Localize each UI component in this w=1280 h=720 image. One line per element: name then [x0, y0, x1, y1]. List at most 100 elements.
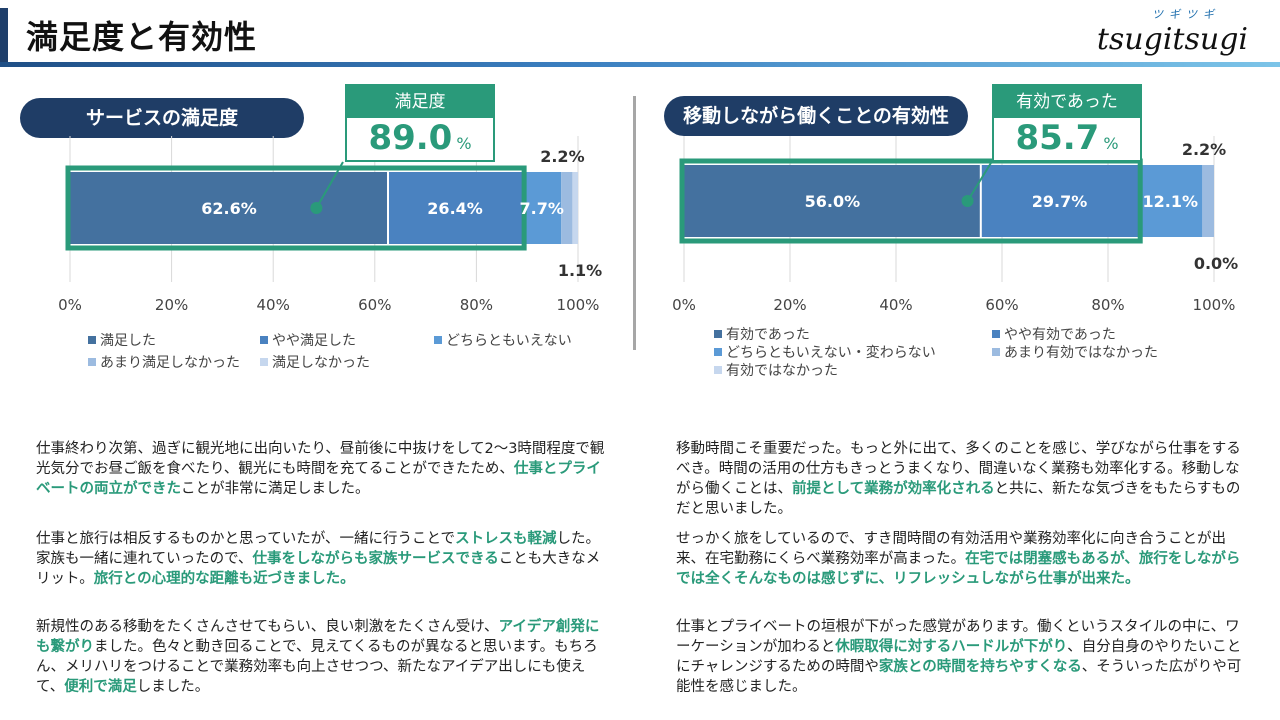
left-comment-1: 仕事終わり次第、過ぎに観光地に出向いたり、昼前後に中抜けをして2～3時間程度で観… — [36, 439, 606, 499]
right-comment-3: 仕事とプライベートの垣根が下がった感覚があります。働くというスタイルの中に、ワー… — [676, 617, 1246, 697]
highlight-frame — [679, 158, 1143, 244]
legend-label: 満足しなかった — [272, 355, 370, 371]
legend-item: どちらともいえない・変わらない — [714, 342, 936, 362]
legend-label: 満足した — [100, 333, 156, 349]
right-comment-1: 移動時間こそ重要だった。もっと外に出て、多くのことを感じ、学びながら仕事をするべ… — [676, 439, 1246, 519]
comment-text: 仕事と旅行は相反するものかと思っていたが、一緒に行うことで — [36, 531, 456, 547]
legend-item: やや有効であった — [992, 324, 1116, 344]
data-label: 2.2% — [540, 147, 584, 166]
bar-segment — [561, 172, 573, 244]
bar-segment — [70, 172, 389, 244]
title-accent — [0, 8, 8, 62]
right-comment-2: せっかく旅をしているので、すき間時間の有効活用や業務効率化に向き合うことが出来、… — [676, 529, 1246, 589]
legend-swatch — [714, 330, 722, 338]
x-tick-label: 0% — [58, 296, 82, 314]
comment-highlight: 旅行との心理的な距離も近づきました。 — [93, 571, 355, 587]
callout-dot — [310, 202, 323, 214]
header-bar: 満足度と有効性 ツギツギ tsugitsugi — [0, 0, 1280, 64]
legend-item: やや満足した — [260, 330, 356, 350]
comment-text: ことが非常に満足しました。 — [181, 481, 370, 497]
comment-text: 仕事終わり次第、過ぎに観光地に出向いたり、昼前後に中抜けをして2～3時間程度で観… — [36, 441, 605, 477]
center-divider — [633, 96, 636, 350]
highlight-frame — [65, 165, 527, 251]
left-callout-label: 満足度 — [347, 86, 493, 118]
data-label: 1.1% — [558, 261, 602, 280]
data-label: 2.2% — [1182, 140, 1226, 159]
comment-highlight: 便利で満足 — [64, 679, 137, 695]
comment-text: しました。 — [136, 679, 210, 695]
x-tick-label: 60% — [985, 296, 1018, 314]
x-tick-label: 60% — [358, 296, 391, 314]
right-callout-value: 85.7% — [994, 118, 1140, 164]
legend-swatch — [992, 330, 1000, 338]
x-tick-label: 80% — [460, 296, 493, 314]
left-comment-3: 新規性のある移動をたくさんさせてもらい、良い刺激をたくさん受け、アイデア創発にも… — [36, 617, 606, 697]
legend-swatch — [260, 336, 268, 344]
comment-text: と共に、新たな気づきをもたらすものだと思いました。 — [676, 481, 1241, 517]
legend-item: あまり有効ではなかった — [992, 342, 1158, 362]
x-tick-label: 20% — [155, 296, 188, 314]
callout-connector — [315, 161, 344, 209]
right-callout-label: 有効であった — [994, 86, 1140, 118]
data-label: 62.6% — [201, 199, 257, 218]
legend-item: 満足した — [88, 330, 156, 350]
comment-highlight: 在宅では閉塞感もあるが、旅行をしながらでは全くそんなものは感じずに、リフレッシュ… — [676, 551, 1241, 587]
brand-logo: ツギツギ tsugitsugi — [1097, 6, 1256, 58]
legend-label: あまり満足しなかった — [100, 355, 240, 371]
effectiveness-chart: 0% 20% 40% 60% 80% 100% 56.0% 29.7% 12.1% 2.2% 0.0… — [672, 136, 1238, 314]
data-label: 26.4% — [427, 199, 483, 218]
comment-highlight: アイデア創発にも繋がり — [36, 619, 600, 655]
data-label: 56.0% — [805, 192, 861, 211]
legend-label: 有効であった — [726, 327, 810, 343]
comment-text: 、そういった広がりや可能性を感じました。 — [676, 659, 1242, 695]
logo-text: tsugitsugi — [1096, 22, 1248, 57]
legend-label: どちらともいえない — [446, 333, 572, 349]
x-tick-label: 40% — [879, 296, 912, 314]
left-comment-2: 仕事と旅行は相反するものかと思っていたが、一緒に行うことでストレスも軽減した。家… — [36, 529, 606, 589]
right-section-pill: 移動しながら働くことの有効性 — [664, 96, 968, 136]
comment-text: した。家族も一緒に連れていったので、 — [36, 531, 601, 567]
x-tick-label: 80% — [1091, 296, 1124, 314]
legend-swatch — [714, 366, 722, 374]
legend-swatch — [714, 348, 722, 356]
comment-highlight: 休暇取得に対するハードルが下がり — [835, 639, 1068, 655]
callout-connector — [966, 157, 995, 202]
data-label: 29.7% — [1032, 192, 1088, 211]
legend-swatch — [434, 336, 442, 344]
data-label: 7.7% — [519, 199, 563, 218]
bar-segment — [572, 172, 578, 244]
legend-label: やや満足した — [272, 333, 356, 349]
bar-segment — [684, 165, 981, 237]
bar-segment — [522, 172, 562, 244]
legend-item: 有効ではなかった — [714, 360, 838, 380]
comment-highlight: 仕事とプライベートの両立ができた — [36, 461, 601, 497]
bar-segment — [980, 165, 1139, 237]
satisfaction-legend: 満足した やや満足した どちらともいえないあまり満足しなかった 満足しなかった — [88, 330, 608, 374]
legend-item: あまり満足しなかった — [88, 352, 240, 372]
legend-swatch — [88, 336, 96, 344]
legend-label: 有効ではなかった — [726, 363, 838, 379]
legend-item: どちらともいえない — [434, 330, 572, 350]
legend-item: 有効であった — [714, 324, 810, 344]
comment-text: 新規性のある移動をたくさんさせてもらい、良い刺激をたくさん受け、 — [36, 619, 499, 635]
comment-highlight: ストレスも軽減 — [455, 531, 557, 547]
comment-text: ことも大きなメリット。 — [36, 551, 601, 587]
legend-item: 満足しなかった — [260, 352, 370, 372]
right-callout-unit: % — [1103, 134, 1119, 153]
satisfaction-chart: 0% 20% 40% 60% 80% 100% 62.6% 26.4% 7.7% 2.2% 1.1% — [58, 136, 602, 314]
x-tick-label: 40% — [257, 296, 290, 314]
x-tick-label: 20% — [773, 296, 806, 314]
legend-swatch — [992, 348, 1000, 356]
callout-dot — [961, 195, 974, 207]
effectiveness-legend: 有効であった やや有効であったどちらともいえない・変わらない あまり有効ではなかった… — [714, 324, 1254, 380]
legend-swatch — [260, 358, 268, 366]
left-section-pill: サービスの満足度 — [20, 98, 304, 138]
x-tick-label: 100% — [1193, 296, 1236, 314]
comment-highlight: 仕事をしながらも家族サービスできる — [252, 551, 499, 567]
legend-label: やや有効であった — [1004, 327, 1116, 343]
title-underline — [0, 62, 1280, 67]
page-title: 満足度と有効性 — [26, 18, 258, 56]
comment-text: ました。色々と動き回ることで、見えてくるものが異なると思います。もちろん、メリハ… — [36, 639, 598, 695]
data-label: 0.0% — [1194, 254, 1238, 273]
logo-kana: ツギツギ — [1152, 8, 1220, 21]
